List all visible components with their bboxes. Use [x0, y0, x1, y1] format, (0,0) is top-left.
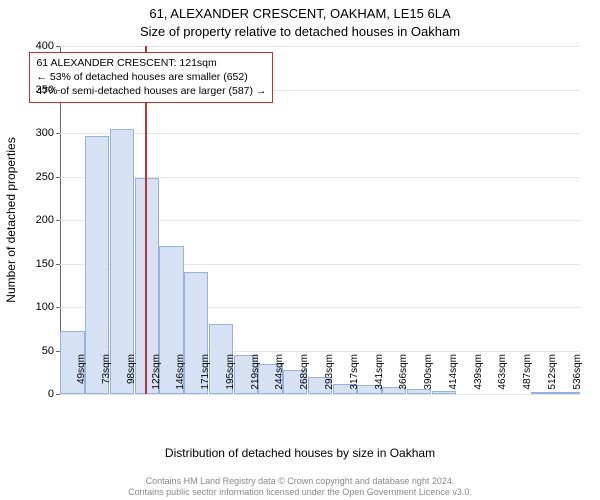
- x-tick-label: 73sqm: [101, 354, 112, 398]
- x-tick-label: 146sqm: [175, 354, 186, 398]
- callout-line-1: 61 ALEXANDER CRESCENT: 121sqm: [36, 56, 266, 70]
- x-tick-label: 341sqm: [374, 354, 385, 398]
- y-tick-label: 150: [14, 258, 54, 270]
- x-tick-label: 122sqm: [151, 354, 162, 398]
- y-tick-mark: [56, 90, 60, 91]
- x-tick-label: 390sqm: [423, 354, 434, 398]
- y-tick-mark: [56, 177, 60, 178]
- x-tick-label: 536sqm: [572, 354, 583, 398]
- y-tick-label: 0: [14, 388, 54, 400]
- callout-box: 61 ALEXANDER CRESCENT: 121sqm ← 53% of d…: [29, 52, 273, 103]
- x-axis-label: Distribution of detached houses by size …: [0, 446, 600, 460]
- chart-container: 61, ALEXANDER CRESCENT, OAKHAM, LE15 6LA…: [0, 0, 600, 500]
- chart-title-subtitle: Size of property relative to detached ho…: [0, 24, 600, 39]
- y-tick-label: 250: [14, 171, 54, 183]
- attribution-line-1: Contains HM Land Registry data © Crown c…: [0, 476, 600, 487]
- x-tick-label: 244sqm: [274, 354, 285, 398]
- y-tick-label: 300: [14, 127, 54, 139]
- x-tick-label: 512sqm: [547, 354, 558, 398]
- y-tick-mark: [56, 46, 60, 47]
- x-tick-label: 293sqm: [324, 354, 335, 398]
- y-tick-mark: [56, 351, 60, 352]
- x-tick-label: 49sqm: [76, 354, 87, 398]
- x-tick-label: 487sqm: [522, 354, 533, 398]
- x-tick-label: 268sqm: [299, 354, 310, 398]
- attribution: Contains HM Land Registry data © Crown c…: [0, 476, 600, 498]
- y-tick-mark: [56, 394, 60, 395]
- y-tick-label: 400: [14, 40, 54, 52]
- y-tick-mark: [56, 264, 60, 265]
- x-tick-label: 463sqm: [497, 354, 508, 398]
- callout-line-3: 47% of semi-detached houses are larger (…: [36, 84, 266, 98]
- y-tick-label: 50: [14, 345, 54, 357]
- x-tick-label: 439sqm: [473, 354, 484, 398]
- plot-area: 61 ALEXANDER CRESCENT: 121sqm ← 53% of d…: [60, 46, 580, 394]
- y-tick-label: 100: [14, 301, 54, 313]
- attribution-line-2: Contains public sector information licen…: [0, 487, 600, 498]
- x-tick-label: 98sqm: [126, 354, 137, 398]
- x-tick-label: 317sqm: [349, 354, 360, 398]
- x-tick-label: 195sqm: [225, 354, 236, 398]
- x-tick-label: 414sqm: [448, 354, 459, 398]
- callout-line-2: ← 53% of detached houses are smaller (65…: [36, 70, 266, 84]
- x-tick-label: 171sqm: [200, 354, 211, 398]
- chart-title-address: 61, ALEXANDER CRESCENT, OAKHAM, LE15 6LA: [0, 6, 600, 21]
- y-tick-mark: [56, 133, 60, 134]
- y-tick-mark: [56, 307, 60, 308]
- y-tick-label: 350: [14, 84, 54, 96]
- x-tick-label: 366sqm: [398, 354, 409, 398]
- x-tick-label: 219sqm: [250, 354, 261, 398]
- y-tick-mark: [56, 220, 60, 221]
- y-tick-label: 200: [14, 214, 54, 226]
